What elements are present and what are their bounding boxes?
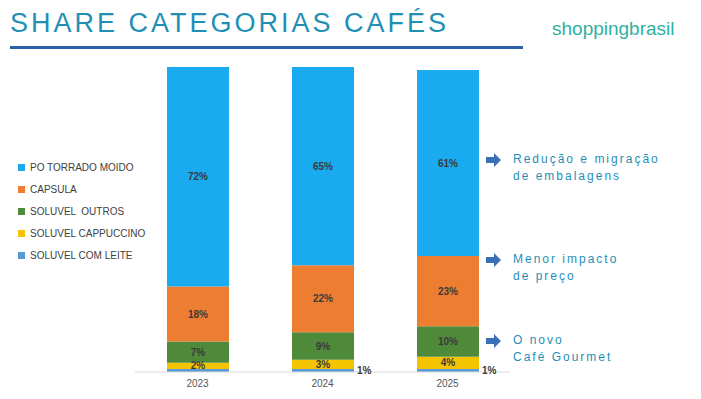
svg-text:2025: 2025: [436, 378, 459, 389]
html-text:de embalagens: de embalagens: [513, 169, 622, 183]
svg-text:3%: 3%: [316, 359, 331, 370]
html-text:O novo: O novo: [513, 333, 564, 347]
svg-text:10%: 10%: [438, 336, 458, 347]
svg-text:18%: 18%: [188, 309, 208, 320]
html-text:shoppingbrasil: shoppingbrasil: [552, 18, 675, 39]
html-text:SOLUVEL CAPPUCCINO: SOLUVEL CAPPUCCINO: [30, 227, 146, 239]
html-text:Redução e migração: Redução e migração: [513, 152, 660, 166]
svg-text:72%: 72%: [188, 171, 208, 182]
html-text:Menor impacto: Menor impacto: [513, 252, 619, 266]
html-text:CAPSULA: CAPSULA: [30, 183, 77, 195]
svg-text:65%: 65%: [313, 161, 333, 172]
html-text:SOLUVEL COM LEITE: SOLUVEL COM LEITE: [30, 249, 133, 261]
svg-text:4%: 4%: [441, 357, 456, 368]
html-text:Café Gourmet: Café Gourmet: [513, 350, 613, 364]
svg-text:1%: 1%: [357, 365, 372, 376]
svg-text:2%: 2%: [191, 360, 206, 371]
svg-text:7%: 7%: [191, 347, 206, 358]
html-text:de preço: de preço: [513, 269, 576, 283]
svg-text:61%: 61%: [438, 158, 458, 169]
svg-text:9%: 9%: [316, 341, 331, 352]
html-text:PO TORRADO MOIDO: PO TORRADO MOIDO: [30, 161, 134, 173]
svg-text:1%: 1%: [482, 365, 497, 376]
html-text:SOLUVEL OUTROS: SOLUVEL OUTROS: [30, 205, 125, 217]
svg-text:23%: 23%: [438, 286, 458, 297]
svg-text:22%: 22%: [313, 293, 333, 304]
html-text:SHARE CATEGORIAS CAFÉS: SHARE CATEGORIAS CAFÉS: [10, 8, 450, 38]
svg-text:2024: 2024: [311, 378, 334, 389]
svg-text:2023: 2023: [186, 378, 209, 389]
